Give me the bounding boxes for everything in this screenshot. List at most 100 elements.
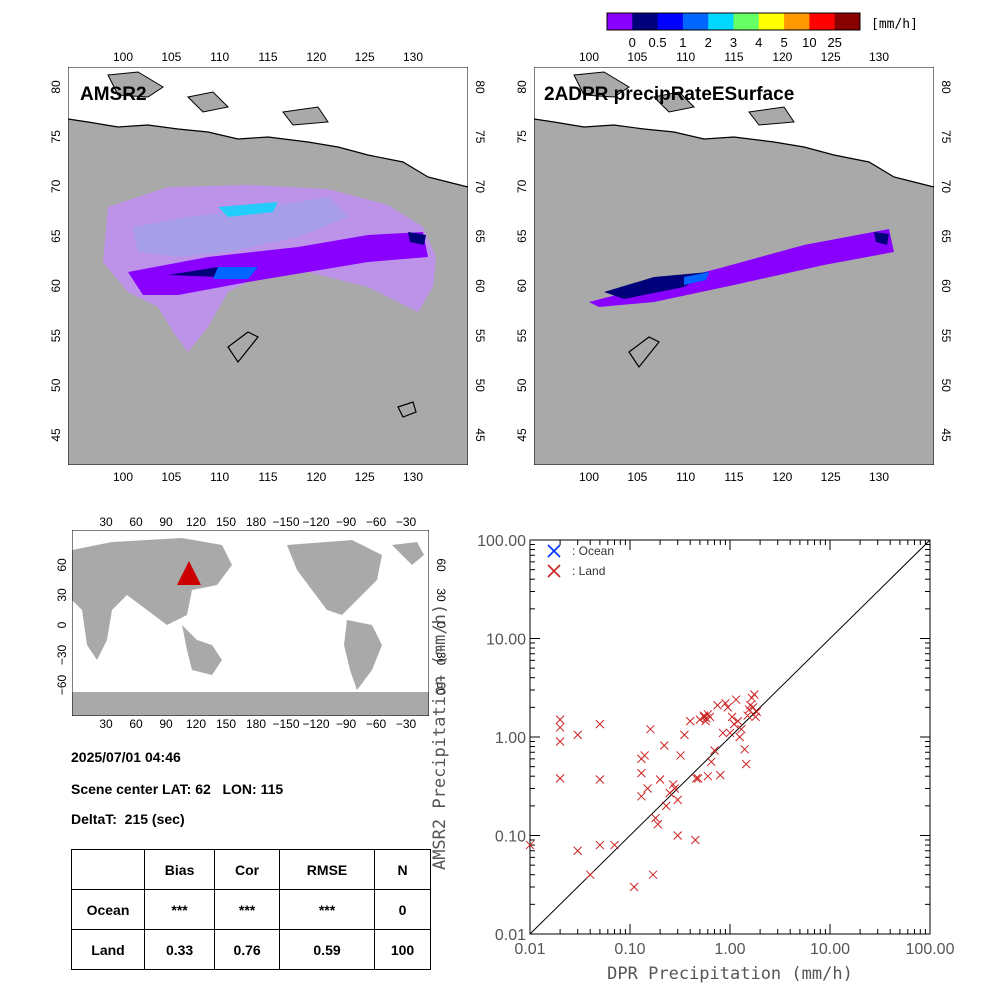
data-point — [676, 751, 685, 760]
globe-map — [72, 530, 429, 716]
globe-x-tick-label: −30 — [396, 515, 417, 529]
globe-x-tick-label: −150 — [272, 515, 299, 529]
y-axis-label: AMSR2 Precipitation (mm/h) — [430, 604, 450, 870]
globe-x-tick-label: 30 — [99, 717, 113, 731]
map-y-tick-label: 65 — [49, 229, 63, 243]
map-y-tick-label: 75 — [939, 130, 953, 144]
data-point — [741, 759, 751, 769]
data-point — [737, 724, 746, 734]
stats-header-bias: Bias — [143, 849, 216, 890]
stats-table: Bias Cor RMSE N Ocean *** *** *** 0 Land… — [71, 849, 431, 970]
map-x-tick-label: 100 — [579, 470, 599, 484]
scatter-plot: 0.01 0.10 1.00 10.00 100.00 0.01 0.10 1.00 10.00… — [430, 533, 955, 984]
y-tick-label: 10.00 — [486, 632, 526, 649]
data-point — [595, 840, 605, 850]
map-x-tick-label: 115 — [724, 50, 743, 64]
datetime-text: 2025/07/01 04:46 — [71, 749, 181, 765]
map-x-tick-label: 110 — [210, 50, 229, 64]
stats-cell-bias: *** — [143, 889, 216, 930]
stats-cell-rmse: 0.59 — [278, 929, 376, 970]
data-point — [731, 695, 741, 704]
data-point — [751, 712, 760, 722]
colorbar-tick-label: 0 — [629, 35, 636, 50]
data-point — [685, 716, 695, 726]
stats-cell-rmse: *** — [278, 889, 376, 930]
data-point — [740, 744, 749, 754]
colorbar-tick-label: 2 — [705, 35, 712, 50]
map-y-tick-label: 45 — [473, 428, 487, 442]
globe-x-tick-label: 150 — [216, 515, 236, 529]
globe-axes: 30 60 90 120 150 180 −150 −120 −90 −60 −30 30 60 90 1… — [55, 515, 448, 731]
globe-x-tick-label: −60 — [366, 515, 387, 529]
globe-x-tick-label: 120 — [186, 515, 206, 529]
map-y-tick-label: 45 — [49, 428, 63, 442]
data-point — [643, 784, 652, 793]
data-point — [629, 882, 639, 892]
map-y-tick-label: 55 — [939, 329, 953, 343]
map-y-tick-label: 75 — [49, 130, 63, 144]
map-x-tick-label: 125 — [821, 470, 841, 484]
x-tick-label: 0.01 — [514, 941, 545, 958]
data-point — [525, 840, 535, 850]
map-y-tick-label: 55 — [473, 329, 487, 343]
stats-cell-n: 100 — [374, 929, 431, 970]
data-point — [651, 813, 660, 823]
globe-y-tick-label: −60 — [434, 675, 448, 696]
map-x-tick-label: 105 — [161, 50, 181, 64]
map-x-tick-label: 120 — [306, 50, 326, 64]
data-point — [646, 724, 655, 734]
data-point — [655, 775, 665, 784]
map-x-tick-label: 125 — [355, 470, 375, 484]
globe-x-tick-label: −60 — [366, 717, 387, 731]
map-x-tick-label: 110 — [676, 470, 695, 484]
map-y-tick-label: 60 — [49, 279, 63, 293]
map-y-tick-label: 80 — [515, 80, 529, 94]
globe-y-tick-label: −60 — [55, 674, 69, 695]
map-x-tick-label: 110 — [676, 50, 695, 64]
data-point — [661, 801, 671, 811]
map-y-tick-label: 75 — [473, 130, 487, 144]
colorbar-swatch — [758, 13, 785, 30]
colorbar-swatch — [809, 13, 836, 30]
globe-y-tick-label: 30 — [434, 588, 448, 602]
globe-y-tick-label: 60 — [55, 558, 69, 572]
map-x-tick-label: 110 — [210, 470, 229, 484]
globe-y-tick-label: 60 — [434, 558, 448, 572]
colorbar-swatch — [632, 13, 659, 30]
stats-cell-cor: *** — [214, 889, 280, 930]
data-point — [595, 719, 605, 729]
scene-center-text: Scene center LAT: 62 LON: 115 — [71, 781, 284, 797]
data-point — [723, 702, 733, 712]
globe-x-tick-label: −90 — [336, 515, 357, 529]
globe-x-tick-label: 60 — [129, 515, 143, 529]
map-y-tick-label: 80 — [473, 80, 487, 94]
globe-y-tick-label: 30 — [55, 588, 69, 602]
globe-y-tick-label: 0 — [55, 621, 69, 628]
stats-cell-bias: 0.33 — [143, 929, 216, 970]
dpr-label: 2ADPR precipRateESurface — [544, 84, 794, 105]
colorbar-tick-label: 0.5 — [649, 35, 667, 50]
colorbar-swatch — [784, 13, 810, 30]
legend-label: : Land — [572, 564, 605, 578]
data-point — [670, 784, 680, 793]
map-y-tick-label: 60 — [939, 279, 953, 293]
data-point — [680, 730, 689, 740]
stats-row-land: Land 0.33 0.76 0.59 100 — [71, 929, 431, 970]
stats-header-rmse: RMSE — [278, 849, 376, 890]
globe-y-tick-label: −30 — [434, 645, 448, 666]
map-x-tick-label: 130 — [869, 470, 889, 484]
map-y-tick-label: 60 — [473, 279, 487, 293]
x-tick-label: 10.00 — [810, 941, 850, 958]
amsr2-map: AMSR2 — [68, 67, 468, 465]
dpr-map-axes: 100 105 110 115 120 125 130 100 105 110 115 120 125… — [515, 50, 953, 484]
legend-item: : Land — [547, 564, 605, 578]
globe-x-tick-label: 60 — [129, 717, 143, 731]
map-y-tick-label: 70 — [473, 180, 487, 194]
data-point — [735, 732, 745, 742]
delta-t-text: DeltaT: 215 (sec) — [71, 811, 185, 827]
data-point — [585, 870, 595, 880]
data-point — [705, 712, 715, 722]
data-point — [555, 723, 565, 732]
map-y-tick-label: 65 — [939, 229, 953, 243]
x-tick-label: 100.00 — [906, 941, 955, 958]
